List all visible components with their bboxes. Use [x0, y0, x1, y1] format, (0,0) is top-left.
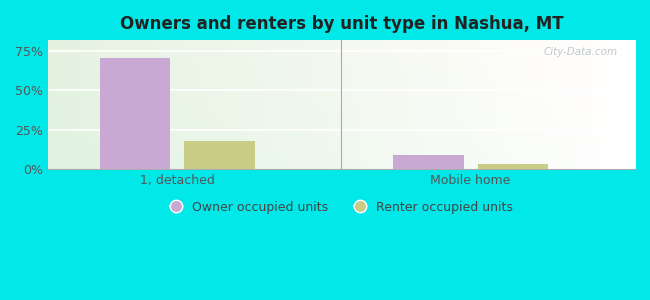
Bar	[99, 58, 170, 169]
Title: Owners and renters by unit type in Nashua, MT: Owners and renters by unit type in Nashu…	[120, 15, 564, 33]
Bar	[478, 164, 548, 169]
Legend: Owner occupied units, Renter occupied units: Owner occupied units, Renter occupied un…	[170, 201, 513, 214]
Bar	[184, 141, 255, 169]
Text: City-Data.com: City-Data.com	[543, 46, 618, 56]
Bar	[393, 155, 463, 169]
